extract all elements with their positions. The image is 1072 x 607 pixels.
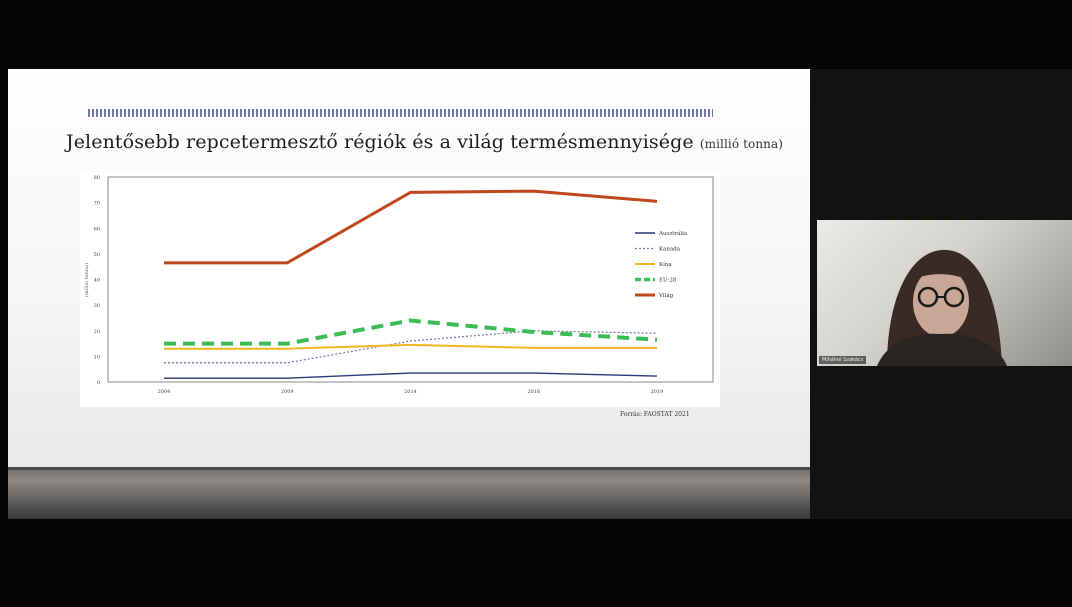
- participant-video-tile[interactable]: Mihálné Szakács: [817, 220, 1072, 366]
- x-tick-label: 2004: [158, 389, 171, 395]
- y-tick-label: 70: [94, 201, 100, 207]
- chart-background: [80, 172, 720, 407]
- shoulders-shape: [877, 333, 1007, 366]
- x-tick-label: 2014: [404, 389, 417, 395]
- y-tick-label: 10: [94, 354, 100, 360]
- legend-label: Ausztrália: [658, 230, 688, 237]
- shared-slide: Jelentősebb repcetermesztő régiók és a v…: [8, 69, 810, 519]
- y-axis-label: (millió tonna): [83, 263, 90, 297]
- series-line-2: [164, 343, 657, 350]
- y-tick-label: 20: [94, 329, 100, 335]
- y-axis-ticks: 0 10 20 30 40 50 60 70 80: [94, 175, 100, 386]
- slide-floor-edge: [8, 467, 810, 470]
- legend-label: Világ: [658, 292, 674, 299]
- fringe-shape: [909, 263, 975, 286]
- x-axis-ticks: 2004 2009 2014 2018 2019: [158, 389, 664, 395]
- x-tick-label: 2009: [281, 389, 294, 395]
- y-tick-label: 30: [94, 303, 100, 309]
- x-tick-label: 2019: [651, 389, 664, 395]
- decorative-stripe: [88, 109, 713, 117]
- series-lines: [164, 189, 658, 379]
- series-line-4: [164, 189, 658, 265]
- production-line-chart: 0 10 20 30 40 50 60 70 80 2004 2009 2014 2018 2019 (…: [80, 172, 720, 407]
- participant-name-label: Mihálné Szakács: [819, 356, 867, 364]
- face-shape: [913, 267, 969, 337]
- series-line-1: [164, 330, 658, 364]
- y-tick-label: 50: [94, 252, 100, 258]
- legend-label: EU-28: [659, 278, 677, 284]
- legend-label: Kanada: [659, 247, 681, 253]
- slide-floor-decoration: [8, 467, 810, 519]
- y-tick-label: 40: [94, 278, 100, 284]
- slide-title-unit: (millió tonna): [699, 137, 784, 151]
- x-tick-label: 2018: [527, 389, 540, 395]
- source-note: Forrás: FAOSTAT 2021: [620, 411, 690, 418]
- y-tick-label: 80: [94, 175, 100, 181]
- participant-avatar: [877, 249, 1007, 366]
- slide-title: Jelentősebb repcetermesztő régiók és a v…: [66, 131, 783, 153]
- chart-legend: Ausztrália Kanada Kína EU-28 Világ: [635, 230, 688, 299]
- legend-label: Kína: [659, 261, 672, 268]
- series-line-3: [164, 318, 658, 346]
- y-tick-label: 60: [94, 226, 100, 232]
- y-tick-label: 0: [97, 380, 100, 386]
- slide-title-text: Jelentősebb repcetermesztő régiók és a v…: [66, 131, 694, 153]
- plot-frame: [107, 176, 714, 383]
- series-line-0: [164, 372, 658, 379]
